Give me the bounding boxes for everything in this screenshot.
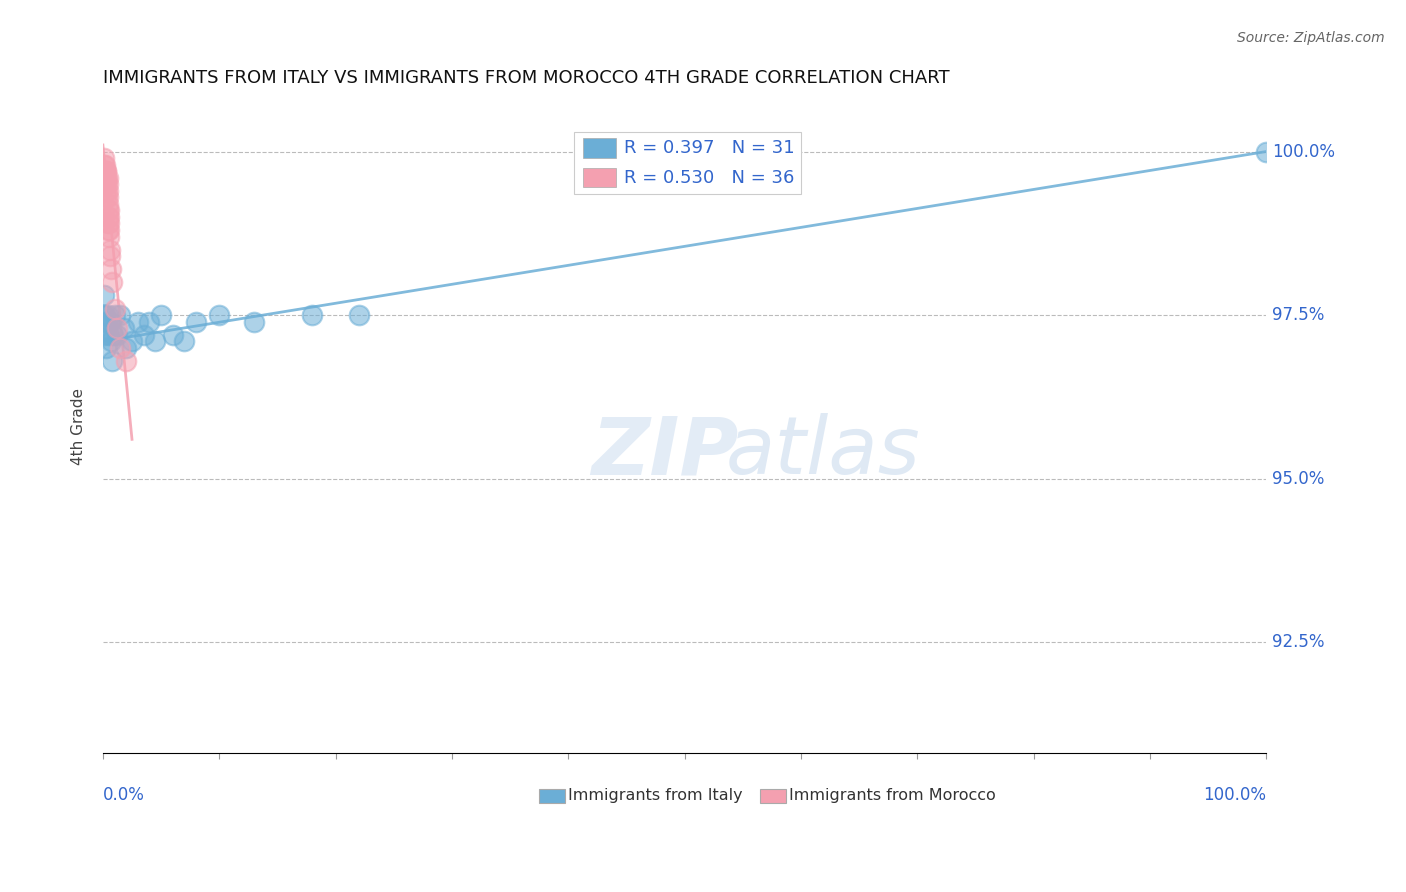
- Point: [101, 354, 124, 368]
- Point: [98, 249, 121, 263]
- Point: [97, 223, 120, 237]
- Point: [97, 170, 120, 185]
- Point: [105, 321, 128, 335]
- Point: [96, 184, 118, 198]
- Point: [97, 210, 120, 224]
- Point: [97, 203, 120, 218]
- Point: [96, 190, 118, 204]
- Text: R = 0.530   N = 36: R = 0.530 N = 36: [624, 169, 794, 186]
- Point: [96, 170, 118, 185]
- Point: [98, 243, 121, 257]
- FancyBboxPatch shape: [583, 168, 616, 187]
- Point: [96, 178, 118, 192]
- Point: [347, 308, 370, 322]
- FancyBboxPatch shape: [583, 138, 616, 158]
- Point: [96, 164, 118, 178]
- Point: [93, 158, 115, 172]
- Point: [138, 315, 160, 329]
- Point: [94, 178, 117, 192]
- Text: 0.0%: 0.0%: [103, 786, 145, 804]
- Point: [105, 327, 128, 342]
- Point: [94, 164, 117, 178]
- Point: [110, 341, 132, 355]
- Text: Immigrants from Morocco: Immigrants from Morocco: [789, 788, 995, 803]
- Point: [127, 315, 149, 329]
- Point: [115, 341, 138, 355]
- Point: [97, 327, 120, 342]
- Point: [93, 288, 115, 302]
- Point: [243, 315, 266, 329]
- Point: [208, 308, 231, 322]
- Point: [162, 327, 184, 342]
- Point: [103, 327, 125, 342]
- Text: IMMIGRANTS FROM ITALY VS IMMIGRANTS FROM MOROCCO 4TH GRADE CORRELATION CHART: IMMIGRANTS FROM ITALY VS IMMIGRANTS FROM…: [103, 69, 949, 87]
- Text: 95.0%: 95.0%: [1272, 469, 1324, 488]
- Point: [96, 315, 118, 329]
- Point: [97, 223, 120, 237]
- Point: [112, 321, 135, 335]
- Text: 92.5%: 92.5%: [1272, 633, 1324, 651]
- Point: [94, 170, 117, 185]
- Point: [100, 262, 122, 277]
- Point: [97, 190, 120, 204]
- Point: [93, 327, 115, 342]
- Point: [100, 334, 122, 349]
- Point: [150, 308, 173, 322]
- Point: [94, 158, 117, 172]
- Point: [94, 308, 117, 322]
- Text: R = 0.397   N = 31: R = 0.397 N = 31: [624, 139, 794, 157]
- Point: [93, 308, 115, 322]
- Point: [96, 170, 118, 185]
- Point: [97, 217, 120, 231]
- Point: [143, 334, 166, 349]
- Point: [103, 308, 125, 322]
- Text: Immigrants from Italy: Immigrants from Italy: [568, 788, 742, 803]
- FancyBboxPatch shape: [761, 789, 786, 803]
- Point: [173, 334, 195, 349]
- Point: [97, 210, 120, 224]
- Point: [97, 217, 120, 231]
- Point: [1256, 145, 1278, 159]
- Text: 97.5%: 97.5%: [1272, 306, 1324, 324]
- Point: [121, 334, 143, 349]
- Point: [96, 164, 118, 178]
- Point: [184, 315, 207, 329]
- Point: [132, 327, 155, 342]
- Point: [93, 164, 115, 178]
- Point: [98, 315, 121, 329]
- Point: [96, 341, 118, 355]
- Text: ZIP: ZIP: [592, 413, 740, 491]
- Point: [101, 276, 124, 290]
- Point: [97, 178, 120, 192]
- Text: 100.0%: 100.0%: [1272, 143, 1336, 161]
- Point: [97, 197, 120, 211]
- Point: [97, 203, 120, 218]
- Point: [97, 229, 120, 244]
- Text: Source: ZipAtlas.com: Source: ZipAtlas.com: [1237, 31, 1385, 45]
- Point: [103, 301, 125, 316]
- Text: atlas: atlas: [725, 413, 920, 491]
- Point: [97, 184, 120, 198]
- Point: [97, 308, 120, 322]
- Point: [93, 151, 115, 165]
- FancyBboxPatch shape: [538, 789, 565, 803]
- Y-axis label: 4th Grade: 4th Grade: [72, 388, 86, 465]
- Point: [301, 308, 323, 322]
- Point: [110, 308, 132, 322]
- Text: 100.0%: 100.0%: [1204, 786, 1267, 804]
- FancyBboxPatch shape: [574, 132, 801, 194]
- Point: [115, 354, 138, 368]
